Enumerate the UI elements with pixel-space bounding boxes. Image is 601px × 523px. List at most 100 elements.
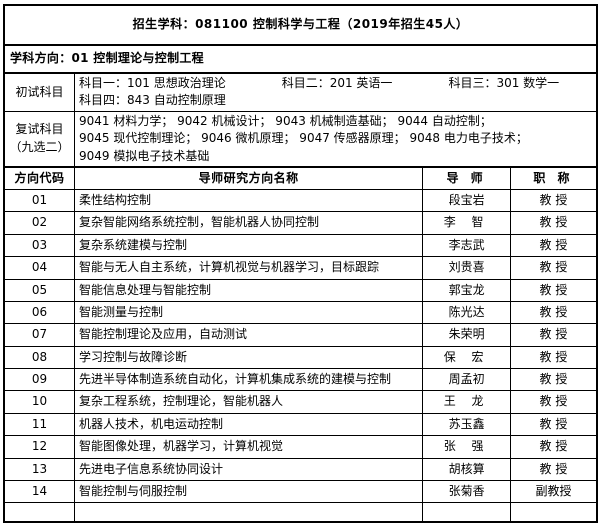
cell-academic-rank: 教 授 bbox=[509, 256, 598, 280]
cell-direction-code: 12 bbox=[3, 435, 75, 459]
subject-direction-row: 学科方向：01 控制理论与控制工程 bbox=[3, 44, 598, 74]
cell-academic-rank: 教 授 bbox=[509, 323, 598, 347]
header-code: 方向代码 bbox=[3, 165, 75, 190]
cell-academic-rank: 教 授 bbox=[509, 368, 598, 392]
retest-exam-subjects: 9041 材料力学； 9042 机械设计； 9043 机械制造基础； 9044 … bbox=[73, 110, 598, 168]
cell-direction-code: 11 bbox=[3, 412, 75, 437]
cell-research-direction: 智能图像处理，机器学习，计算机视觉 bbox=[73, 435, 424, 459]
cell-research-direction: 先进电子信息系统协同设计 bbox=[73, 457, 424, 482]
cell-direction-code: 05 bbox=[3, 278, 75, 302]
subject-direction: 学科方向：01 控制理论与控制工程 bbox=[3, 44, 598, 74]
cell-research-direction: 机器人技术，机电运动控制 bbox=[73, 412, 424, 437]
initial-subject-4: 科目四：843 自动控制原理 bbox=[78, 93, 226, 108]
cell-direction-code: 14 bbox=[3, 480, 75, 504]
header-research-direction: 导师研究方向名称 bbox=[73, 165, 424, 190]
table-row: 09 先进半导体制造系统自动化，计算机集成系统的建模与控制 周孟初教 授 bbox=[3, 368, 598, 392]
cell-direction-code: 10 bbox=[3, 390, 75, 414]
cell-tutor-name bbox=[422, 502, 511, 523]
cell-tutor-name: 胡核算 bbox=[422, 457, 511, 482]
initial-exam-subjects: 科目一：101 思想政治理论 科目二：201 英语一 科目三：301 数学一 科目四… bbox=[73, 72, 598, 112]
cell-direction-code: 09 bbox=[3, 368, 75, 392]
cell-academic-rank: 教 授 bbox=[509, 300, 598, 325]
table-row: 06 智能测量与控制 陈光达教 授 bbox=[3, 300, 598, 325]
admissions-table: 招生学科：081100 控制科学与工程（2019年招生45人） 学科方向：01 … bbox=[3, 4, 598, 523]
cell-academic-rank: 副教授 bbox=[509, 480, 598, 504]
cell-academic-rank: 教 授 bbox=[509, 435, 598, 459]
retest-line-2: 9045 现代控制理论； 9046 微机原理； 9047 传感器原理； 9048… bbox=[78, 131, 528, 146]
table-row: 08 学习控制与故障诊断保 宏教 授 bbox=[3, 345, 598, 370]
cell-direction-code: 07 bbox=[3, 323, 75, 347]
retest-line-3: 9049 模拟电子技术基础 bbox=[78, 148, 210, 163]
cell-direction-code: 04 bbox=[3, 256, 75, 280]
table-row: 12 智能图像处理，机器学习，计算机视觉张 强教 授 bbox=[3, 435, 598, 459]
page-title: 招生学科：081100 控制科学与工程（2019年招生45人） bbox=[3, 4, 598, 46]
cell-tutor-name: 张 强 bbox=[422, 435, 511, 459]
cell-academic-rank: 教 授 bbox=[509, 278, 598, 302]
cell-research-direction: 智能控制理论及应用，自动测试 bbox=[73, 323, 424, 347]
cell-tutor-name: 段宝岩 bbox=[422, 188, 511, 213]
cell-direction-code: 08 bbox=[3, 345, 75, 370]
cell-tutor-name: 张菊香 bbox=[422, 480, 511, 504]
cell-tutor-name: 刘贵喜 bbox=[422, 256, 511, 280]
cell-direction-code bbox=[3, 502, 75, 523]
cell-research-direction: 学习控制与故障诊断 bbox=[73, 345, 424, 370]
cell-academic-rank bbox=[509, 502, 598, 523]
cell-research-direction: 智能测量与控制 bbox=[73, 300, 424, 325]
document-page: 招生学科：081100 控制科学与工程（2019年招生45人） 学科方向：01 … bbox=[3, 4, 598, 523]
retest-line-1: 9041 材料力学； 9042 机械设计； 9043 机械制造基础； 9044 … bbox=[78, 113, 492, 128]
table-row: 13 先进电子信息系统协同设计 胡核算教 授 bbox=[3, 457, 598, 482]
cell-tutor-name: 保 宏 bbox=[422, 345, 511, 370]
cell-research-direction: 柔性结构控制 bbox=[73, 188, 424, 213]
cell-direction-code: 01 bbox=[3, 188, 75, 213]
cell-direction-code: 06 bbox=[3, 300, 75, 325]
retest-label-line-1: 复试科目 bbox=[15, 122, 64, 137]
table-row: 05 智能信息处理与智能控制 郭宝龙教 授 bbox=[3, 278, 598, 302]
table-row: 04 智能与无人自主系统，计算机视觉与机器学习，目标跟踪 刘贵喜教 授 bbox=[3, 256, 598, 280]
cell-academic-rank: 教 授 bbox=[509, 233, 598, 258]
cell-academic-rank: 教 授 bbox=[509, 345, 598, 370]
initial-exam-line-1: 科目一：101 思想政治理论 科目二：201 英语一 科目三：301 数学一 bbox=[79, 75, 596, 92]
cell-tutor-name: 周孟初 bbox=[422, 368, 511, 392]
table-row: 03 复杂系统建模与控制 李志武教 授 bbox=[3, 233, 598, 258]
cell-tutor-name: 李 智 bbox=[422, 211, 511, 235]
cell-tutor-name: 陈光达 bbox=[422, 300, 511, 325]
cell-academic-rank: 教 授 bbox=[509, 412, 598, 437]
table-row: 10 复杂工程系统，控制理论，智能机器人王 龙教 授 bbox=[3, 390, 598, 414]
initial-subject-1: 科目一：101 思想政治理论 bbox=[78, 76, 226, 90]
cell-tutor-name: 郭宝龙 bbox=[422, 278, 511, 302]
initial-exam-label: 初试科目 bbox=[3, 72, 75, 112]
cell-academic-rank: 教 授 bbox=[509, 457, 598, 482]
initial-exam-row: 初试科目 科目一：101 思想政治理论 科目二：201 英语一 科目三：301 数学… bbox=[3, 72, 598, 112]
cell-research-direction: 智能控制与伺服控制 bbox=[73, 480, 424, 504]
cell-tutor-name: 王 龙 bbox=[422, 390, 511, 414]
table-header-row: 方向代码 导师研究方向名称 导 师 职 称 bbox=[3, 165, 598, 190]
initial-subject-3: 科目三：301 数学一 bbox=[448, 76, 560, 90]
table-body: 招生学科：081100 控制科学与工程（2019年招生45人） 学科方向：01 … bbox=[3, 4, 598, 190]
retest-exam-row: 复试科目 （九选二） 9041 材料力学； 9042 机械设计； 9043 机械… bbox=[3, 110, 598, 168]
advisor-rows: 01 柔性结构控制 段宝岩教 授 02 复杂智能网络系统控制，智能机器人协同控制李 智教… bbox=[3, 188, 598, 523]
table-row: 14 智能控制与伺服控制 张菊香 副教授 bbox=[3, 480, 598, 504]
table-row: 01 柔性结构控制 段宝岩教 授 bbox=[3, 188, 598, 213]
table-row-clipped bbox=[3, 502, 598, 523]
initial-subject-2: 科目二：201 英语一 bbox=[281, 76, 393, 90]
cell-research-direction: 复杂系统建模与控制 bbox=[73, 233, 424, 258]
table-row: 02 复杂智能网络系统控制，智能机器人协同控制李 智教 授 bbox=[3, 211, 598, 235]
title-row: 招生学科：081100 控制科学与工程（2019年招生45人） bbox=[3, 4, 598, 46]
cell-academic-rank: 教 授 bbox=[509, 390, 598, 414]
cell-academic-rank: 教 授 bbox=[509, 188, 598, 213]
cell-research-direction: 复杂智能网络系统控制，智能机器人协同控制 bbox=[73, 211, 424, 235]
cell-tutor-name: 朱荣明 bbox=[422, 323, 511, 347]
cell-direction-code: 13 bbox=[3, 457, 75, 482]
cell-tutor-name: 李志武 bbox=[422, 233, 511, 258]
header-rank: 职 称 bbox=[509, 165, 598, 190]
cell-research-direction bbox=[73, 502, 424, 523]
cell-direction-code: 03 bbox=[3, 233, 75, 258]
cell-research-direction: 智能信息处理与智能控制 bbox=[73, 278, 424, 302]
table-row: 07 智能控制理论及应用，自动测试 朱荣明教 授 bbox=[3, 323, 598, 347]
retest-label-line-2: （九选二） bbox=[9, 139, 70, 154]
cell-tutor-name: 苏玉鑫 bbox=[422, 412, 511, 437]
cell-academic-rank: 教 授 bbox=[509, 211, 598, 235]
cell-direction-code: 02 bbox=[3, 211, 75, 235]
cell-research-direction: 复杂工程系统，控制理论，智能机器人 bbox=[73, 390, 424, 414]
table-row: 11 机器人技术，机电运动控制 苏玉鑫教 授 bbox=[3, 412, 598, 437]
